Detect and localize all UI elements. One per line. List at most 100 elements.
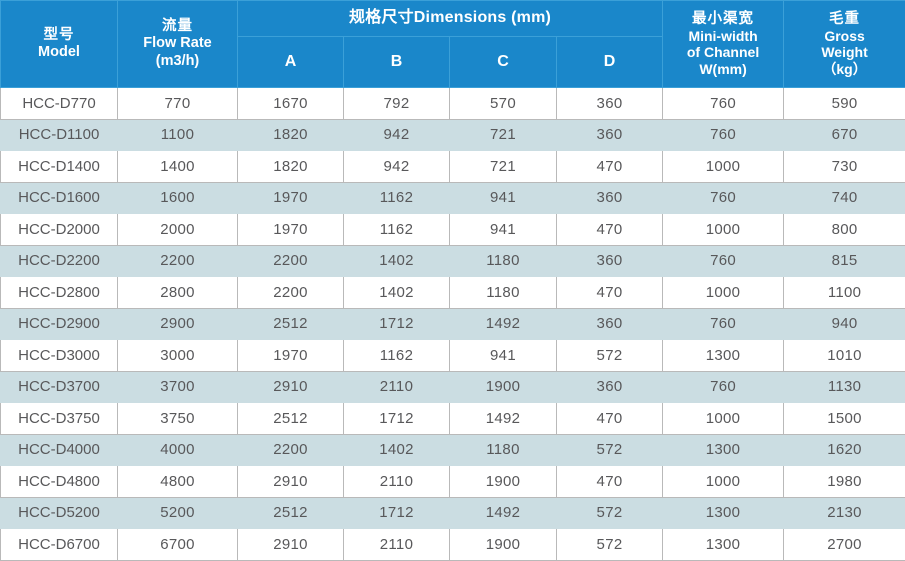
cell-gross-weight: 740 [784, 182, 905, 214]
cell-min-width: 1000 [663, 277, 784, 309]
cell-model: HCC-D1100 [1, 119, 118, 151]
cell-gross-weight: 1100 [784, 277, 905, 309]
cell-dim-a: 2512 [238, 497, 344, 529]
cell-dim-a: 2910 [238, 371, 344, 403]
cell-dim-d: 572 [557, 340, 663, 372]
cell-dim-a: 1820 [238, 119, 344, 151]
cell-flow-rate: 3750 [118, 403, 238, 435]
cell-dim-a: 2512 [238, 403, 344, 435]
cell-dim-c: 1900 [450, 529, 557, 561]
cell-min-width: 760 [663, 119, 784, 151]
column-header-gross-weight-en1: Gross [784, 28, 905, 45]
cell-dim-d: 360 [557, 308, 663, 340]
column-header-min-width-en1: Mini-width [663, 28, 783, 45]
cell-model: HCC-D4000 [1, 434, 118, 466]
cell-gross-weight: 1620 [784, 434, 905, 466]
cell-dim-a: 1970 [238, 182, 344, 214]
cell-dim-c: 721 [450, 119, 557, 151]
cell-dim-d: 360 [557, 371, 663, 403]
cell-dim-b: 942 [344, 119, 450, 151]
column-header-gross-weight-unit: （kg） [784, 61, 905, 78]
cell-model: HCC-D2900 [1, 308, 118, 340]
cell-dim-a: 1970 [238, 214, 344, 246]
cell-dim-a: 2200 [238, 434, 344, 466]
cell-dim-b: 2110 [344, 529, 450, 561]
cell-flow-rate: 4800 [118, 466, 238, 498]
cell-gross-weight: 1980 [784, 466, 905, 498]
cell-flow-rate: 4000 [118, 434, 238, 466]
cell-dim-b: 1162 [344, 340, 450, 372]
cell-dim-b: 2110 [344, 466, 450, 498]
column-header-dim-a: A [238, 37, 344, 88]
cell-flow-rate: 1600 [118, 182, 238, 214]
cell-dim-b: 1402 [344, 434, 450, 466]
cell-model: HCC-D5200 [1, 497, 118, 529]
column-header-min-width-en2: of Channel [663, 44, 783, 61]
column-header-model: 型号 Model [1, 1, 118, 88]
cell-dim-c: 1180 [450, 277, 557, 309]
column-header-flow-rate-cn: 流量 [118, 18, 237, 35]
cell-dim-c: 1180 [450, 434, 557, 466]
cell-gross-weight: 1130 [784, 371, 905, 403]
cell-flow-rate: 2900 [118, 308, 238, 340]
cell-model: HCC-D1600 [1, 182, 118, 214]
cell-gross-weight: 730 [784, 151, 905, 183]
cell-min-width: 1000 [663, 214, 784, 246]
cell-flow-rate: 3000 [118, 340, 238, 372]
cell-model: HCC-D2800 [1, 277, 118, 309]
cell-model: HCC-D6700 [1, 529, 118, 561]
cell-dim-c: 1492 [450, 308, 557, 340]
cell-dim-a: 2512 [238, 308, 344, 340]
cell-dim-d: 572 [557, 434, 663, 466]
cell-min-width: 760 [663, 88, 784, 120]
column-header-dim-b: B [344, 37, 450, 88]
column-header-dim-d: D [557, 37, 663, 88]
cell-flow-rate: 2200 [118, 245, 238, 277]
cell-min-width: 1000 [663, 403, 784, 435]
cell-dim-d: 572 [557, 529, 663, 561]
cell-min-width: 1300 [663, 529, 784, 561]
cell-min-width: 760 [663, 308, 784, 340]
cell-model: HCC-D3750 [1, 403, 118, 435]
cell-gross-weight: 815 [784, 245, 905, 277]
cell-flow-rate: 2000 [118, 214, 238, 246]
cell-dim-c: 1492 [450, 497, 557, 529]
header-row-top: 型号 Model 流量 Flow Rate (m3/h) 规格尺寸Dimensi… [1, 1, 905, 37]
cell-dim-a: 1820 [238, 151, 344, 183]
cell-min-width: 1300 [663, 434, 784, 466]
cell-model: HCC-D2000 [1, 214, 118, 246]
cell-gross-weight: 590 [784, 88, 905, 120]
cell-dim-c: 1180 [450, 245, 557, 277]
cell-dim-b: 1712 [344, 403, 450, 435]
cell-dim-d: 470 [557, 466, 663, 498]
cell-flow-rate: 6700 [118, 529, 238, 561]
cell-dim-a: 1670 [238, 88, 344, 120]
cell-dim-b: 1402 [344, 245, 450, 277]
cell-dim-d: 470 [557, 214, 663, 246]
cell-min-width: 760 [663, 245, 784, 277]
cell-dim-c: 1492 [450, 403, 557, 435]
cell-dim-d: 360 [557, 119, 663, 151]
cell-flow-rate: 5200 [118, 497, 238, 529]
cell-dim-c: 1900 [450, 371, 557, 403]
cell-dim-a: 2910 [238, 466, 344, 498]
cell-dim-d: 360 [557, 245, 663, 277]
cell-dim-b: 2110 [344, 371, 450, 403]
table-header: 型号 Model 流量 Flow Rate (m3/h) 规格尺寸Dimensi… [1, 1, 905, 88]
cell-dim-a: 2200 [238, 277, 344, 309]
cell-dim-d: 360 [557, 88, 663, 120]
cell-min-width: 760 [663, 182, 784, 214]
column-header-flow-rate: 流量 Flow Rate (m3/h) [118, 1, 238, 88]
cell-flow-rate: 3700 [118, 371, 238, 403]
cell-min-width: 1000 [663, 151, 784, 183]
cell-model: HCC-D1400 [1, 151, 118, 183]
